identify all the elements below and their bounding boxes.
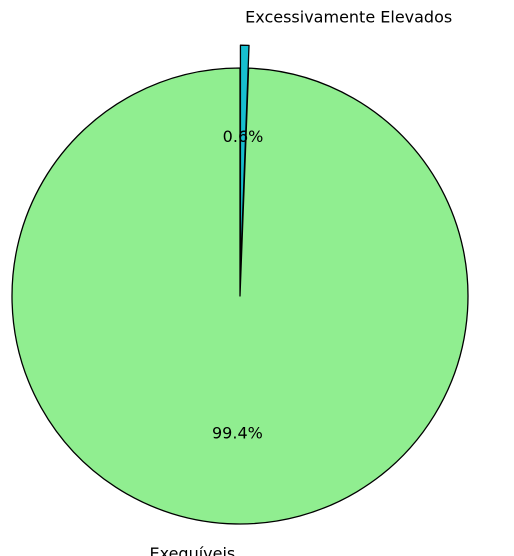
slice-label-excessivamente-elevados: Excessivamente Elevados [245, 7, 452, 26]
pie-slices [11, 44, 469, 525]
pie-slice-exequiveis [11, 67, 469, 525]
pie-labels: Exequíveis 99.4% Excessivamente Elevados 0.… [150, 7, 453, 556]
pie-slice-excessivamente-elevados [239, 44, 250, 274]
slice-percent-excessivamente-elevados: 0.6% [223, 127, 264, 146]
slice-percent-exequiveis: 99.4% [212, 423, 263, 442]
slice-label-exequiveis: Exequíveis [150, 544, 236, 556]
